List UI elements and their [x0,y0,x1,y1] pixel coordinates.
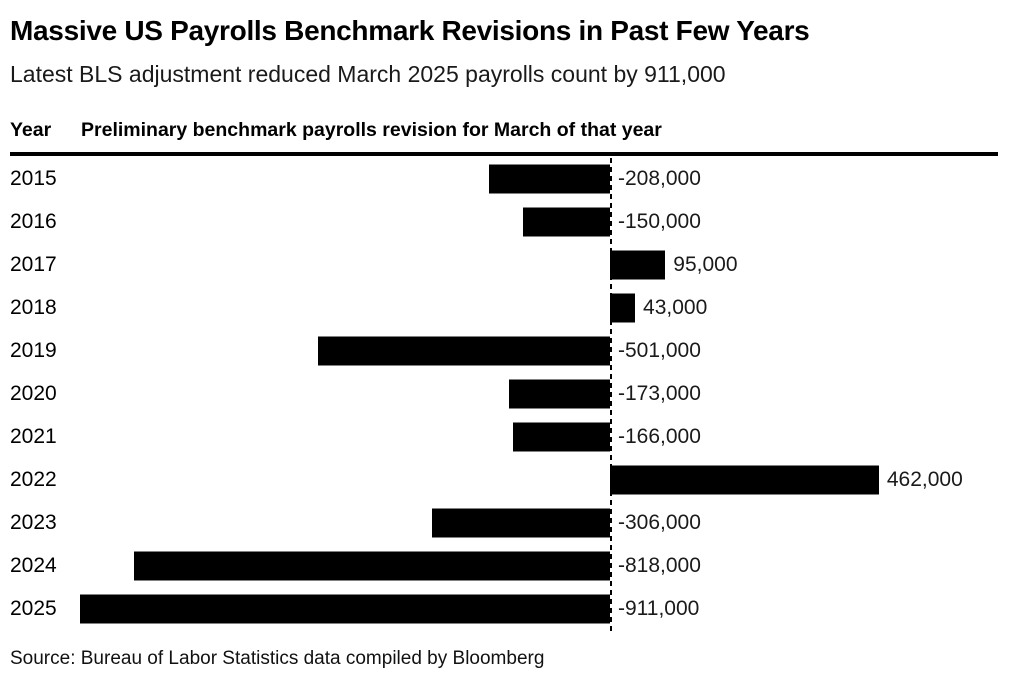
column-headers: Year Preliminary benchmark payrolls revi… [10,118,1000,142]
revision-bar [610,293,636,323]
year-label: 2020 [10,382,57,405]
value-label: 462,000 [886,468,963,491]
value-label: -150,000 [618,210,701,233]
revision-bar [509,379,610,409]
chart-row: 2018 43,000 [0,287,1010,330]
zero-baseline [610,157,612,631]
bar-chart: 2015 -208,000 2016 -150,000 2017 95,000 … [0,157,1010,631]
value-label: -501,000 [618,339,701,362]
value-label: -208,000 [618,167,701,190]
revision-bar [318,336,610,366]
revision-bar [79,594,610,624]
chart-row: 2016 -150,000 [0,201,1010,244]
revision-bar [133,551,610,581]
chart-title: Massive US Payrolls Benchmark Revisions … [10,15,810,46]
revision-bar [513,422,610,452]
revision-bar [610,465,879,495]
year-label: 2025 [10,597,57,620]
year-label: 2015 [10,167,57,190]
year-label: 2021 [10,425,57,448]
year-label: 2016 [10,210,57,233]
revision-bar [522,207,610,237]
revision-column-header: Preliminary benchmark payrolls revision … [81,119,662,141]
chart-row: 2023 -306,000 [0,502,1010,545]
chart-row: 2021 -166,000 [0,416,1010,459]
revision-bar [431,508,610,538]
year-label: 2022 [10,468,57,491]
value-label: -818,000 [618,554,701,577]
chart-row: 2024 -818,000 [0,545,1010,588]
year-label: 2019 [10,339,57,362]
value-label: -911,000 [618,597,700,620]
year-label: 2017 [10,253,57,276]
chart-row: 2015 -208,000 [0,158,1010,201]
value-label: -306,000 [618,511,701,534]
value-label: 95,000 [673,253,738,276]
chart-subtitle: Latest BLS adjustment reduced March 2025… [10,61,726,87]
chart-row: 2019 -501,000 [0,330,1010,373]
chart-row: 2020 -173,000 [0,373,1010,416]
year-column-header: Year [10,119,52,141]
value-label: -173,000 [618,382,701,405]
source-note: Source: Bureau of Labor Statistics data … [10,647,545,669]
revision-bar [610,250,666,280]
revision-bar [488,164,610,194]
chart-row: 2025 -911,000 [0,588,1010,631]
year-label: 2024 [10,554,57,577]
year-label: 2023 [10,511,57,534]
year-label: 2018 [10,296,57,319]
value-label: 43,000 [643,296,708,319]
chart-row: 2022 462,000 [0,459,1010,502]
value-label: -166,000 [618,425,701,448]
header-rule [10,152,998,156]
chart-row: 2017 95,000 [0,244,1010,287]
